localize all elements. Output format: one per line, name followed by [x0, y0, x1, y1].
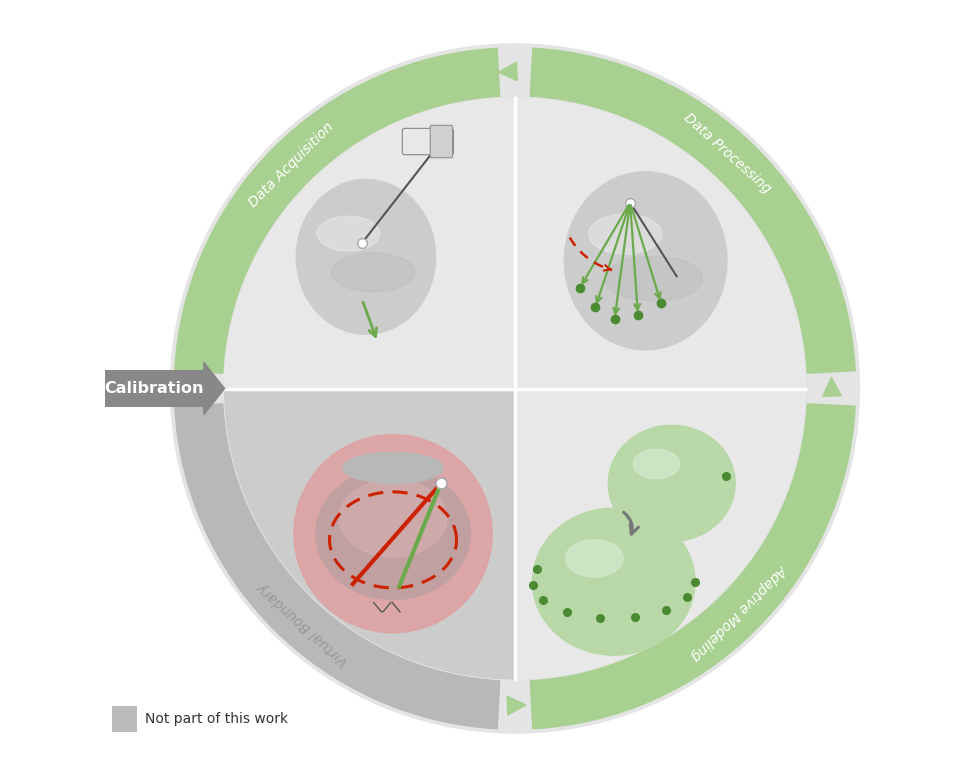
Ellipse shape [343, 452, 443, 483]
Text: Data Processing: Data Processing [681, 110, 773, 196]
Ellipse shape [633, 449, 680, 479]
FancyBboxPatch shape [112, 706, 137, 732]
Polygon shape [499, 62, 518, 81]
FancyBboxPatch shape [403, 128, 453, 155]
Ellipse shape [564, 172, 727, 350]
Text: Calibration: Calibration [105, 381, 204, 396]
Polygon shape [823, 378, 841, 396]
Wedge shape [530, 48, 855, 373]
FancyBboxPatch shape [430, 125, 453, 158]
Circle shape [294, 434, 492, 632]
Ellipse shape [316, 468, 470, 600]
Text: Adaptive Modeling: Adaptive Modeling [688, 562, 790, 663]
Ellipse shape [318, 216, 379, 251]
Polygon shape [203, 362, 225, 415]
Ellipse shape [605, 256, 703, 301]
Ellipse shape [589, 214, 662, 254]
Wedge shape [225, 98, 515, 388]
Text: Virtual Boundary: Virtual Boundary [255, 580, 351, 668]
Text: Not part of this work: Not part of this work [145, 712, 288, 726]
Wedge shape [175, 48, 499, 373]
Ellipse shape [339, 479, 447, 557]
Ellipse shape [565, 540, 623, 577]
Ellipse shape [532, 508, 695, 655]
Circle shape [170, 44, 860, 733]
Ellipse shape [608, 425, 736, 542]
Ellipse shape [331, 253, 414, 291]
Wedge shape [515, 98, 805, 388]
Wedge shape [515, 388, 805, 679]
Wedge shape [175, 404, 499, 729]
Polygon shape [507, 696, 526, 715]
Text: Data Acquisition: Data Acquisition [246, 120, 336, 210]
FancyBboxPatch shape [105, 370, 203, 407]
Wedge shape [530, 404, 855, 729]
Ellipse shape [296, 179, 436, 334]
Wedge shape [225, 388, 515, 679]
